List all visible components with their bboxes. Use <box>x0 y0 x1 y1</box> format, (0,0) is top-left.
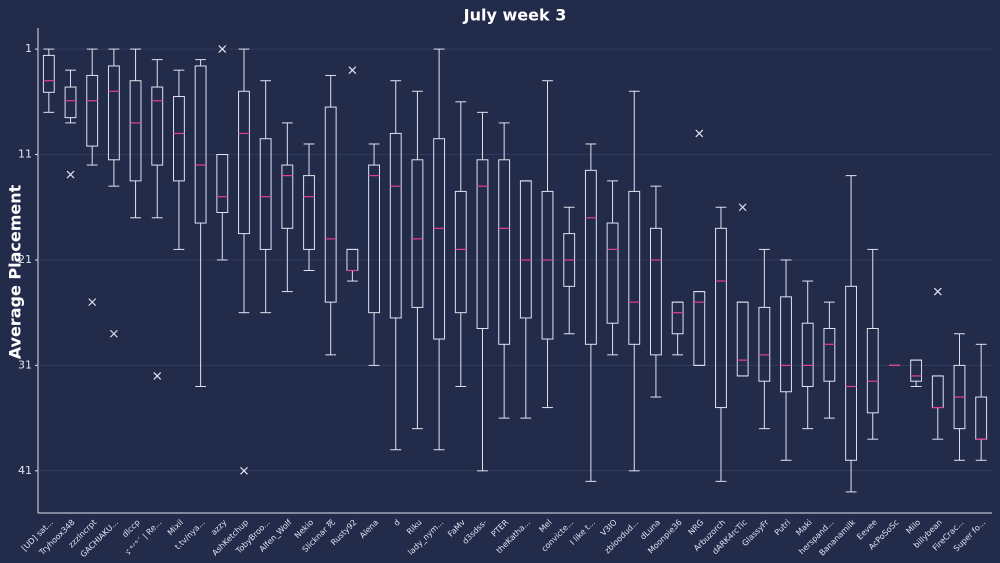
box <box>758 306 771 382</box>
box <box>628 190 641 345</box>
box <box>541 190 554 340</box>
y-tick-label: 11 <box>18 148 32 161</box>
box <box>715 227 727 409</box>
outlier <box>348 66 357 75</box>
y-tick-label: 41 <box>18 464 32 477</box>
box <box>324 106 337 303</box>
box <box>780 296 792 393</box>
box <box>433 138 446 340</box>
box <box>519 180 532 319</box>
outlier <box>933 287 942 296</box>
outlier <box>240 466 248 475</box>
box <box>693 291 706 366</box>
outlier <box>738 203 747 212</box>
outlier <box>88 298 97 307</box>
box <box>823 327 836 382</box>
box <box>389 132 402 319</box>
box <box>476 159 489 329</box>
box <box>129 80 142 182</box>
chart-title: July week 3 <box>463 6 567 25</box>
outlier <box>66 170 75 179</box>
box <box>368 164 380 314</box>
box <box>259 138 272 250</box>
box <box>216 154 229 214</box>
box <box>454 190 467 314</box>
box <box>303 175 315 250</box>
outlier <box>695 129 704 138</box>
box <box>411 159 424 308</box>
box <box>151 86 164 166</box>
box <box>801 322 814 387</box>
y-axis-label: Average Placement <box>6 184 25 359</box>
box <box>86 74 99 147</box>
box <box>281 164 294 229</box>
y-tick-label: 21 <box>18 253 32 266</box>
box <box>650 227 662 356</box>
outlier <box>109 329 118 338</box>
y-tick-label: 31 <box>18 358 32 371</box>
box <box>910 359 923 382</box>
outlier <box>153 372 162 380</box>
box <box>498 159 511 345</box>
box <box>606 222 619 324</box>
box <box>42 54 55 93</box>
box <box>238 90 250 235</box>
box <box>107 65 120 161</box>
box <box>845 285 857 461</box>
box <box>736 301 749 377</box>
y-tick-label: 1 <box>25 42 32 55</box>
box <box>64 86 77 119</box>
box <box>194 65 207 224</box>
box <box>173 96 185 182</box>
outlier <box>218 45 227 54</box>
box <box>584 169 597 345</box>
x-tick-label: d <box>392 518 402 528</box>
box <box>671 301 684 335</box>
box <box>866 327 879 414</box>
